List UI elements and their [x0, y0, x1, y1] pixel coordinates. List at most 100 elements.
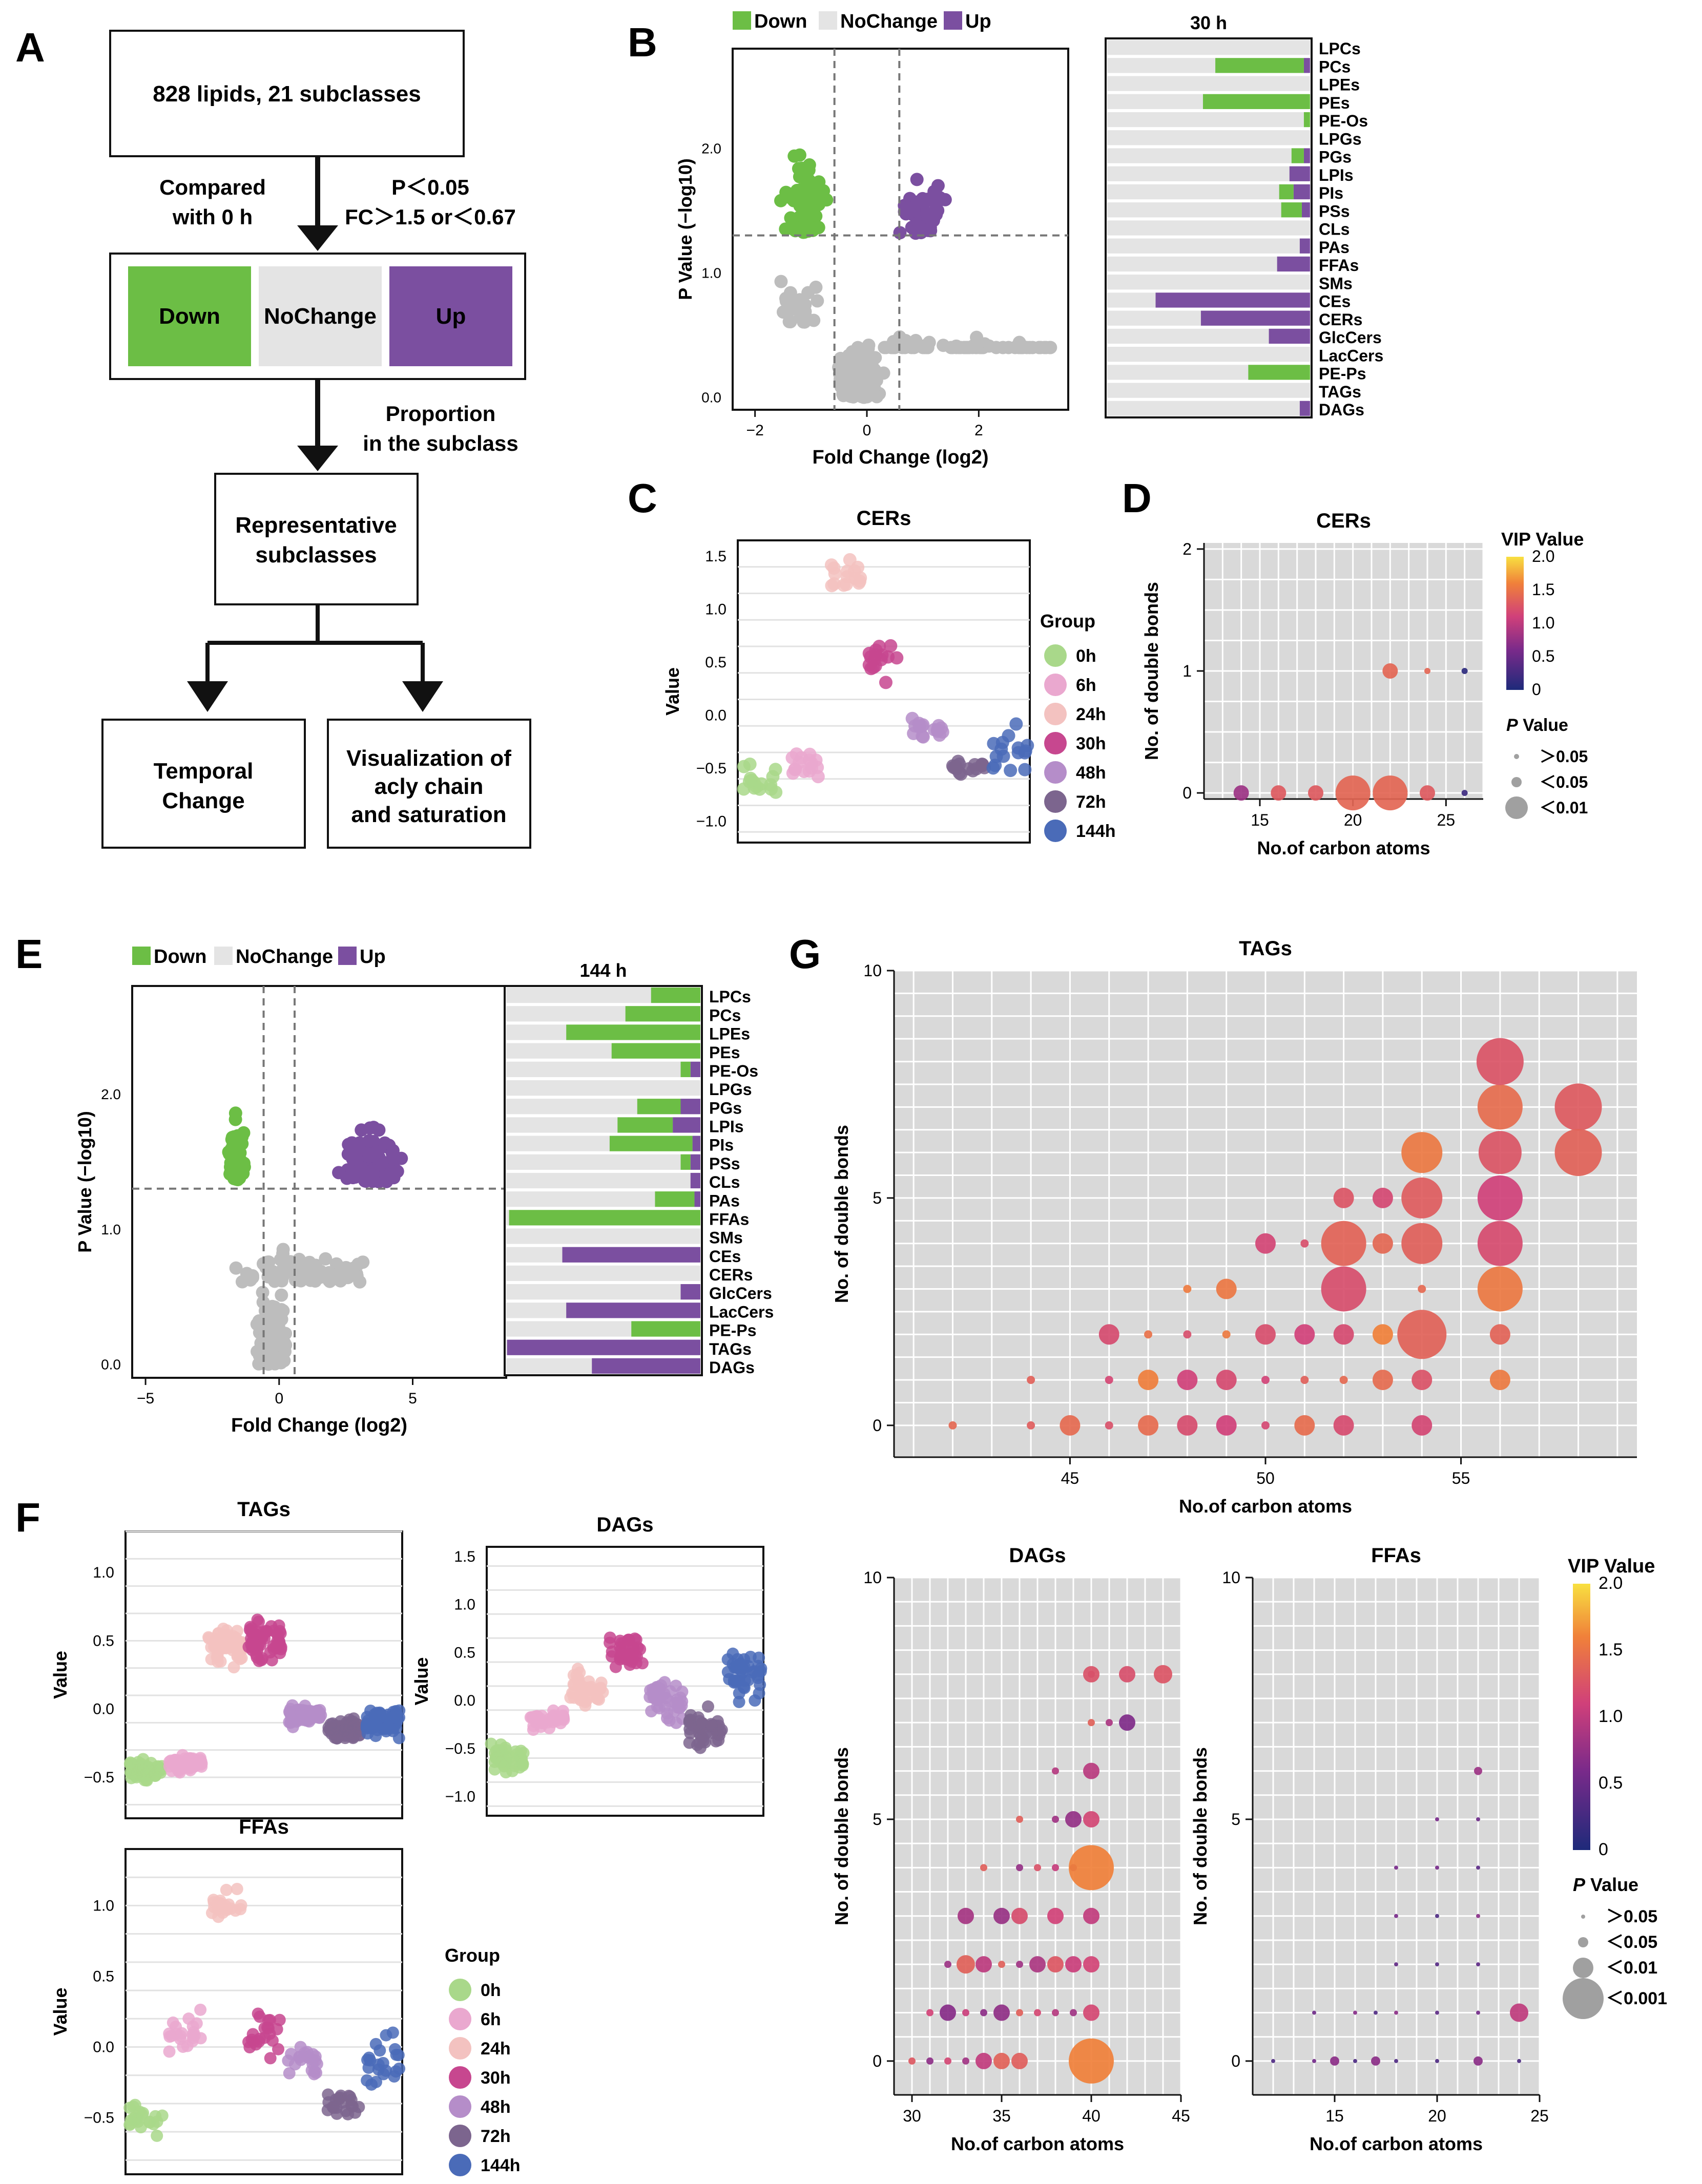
volcano-point [795, 191, 809, 205]
score-point [274, 1647, 286, 1660]
volcano-plot-b: −2 0 2 0.0 1.0 2.0 Fold Change (log2) P Value (… [675, 48, 1069, 468]
bubble-point [1016, 1864, 1023, 1872]
bar-label: FFAs [1319, 256, 1359, 275]
score-title: DAGs [596, 1514, 653, 1536]
vip-tick-label: 0 [1532, 680, 1541, 699]
bubble-point [1011, 1907, 1028, 1924]
score-point [733, 1687, 745, 1699]
score-point [604, 1636, 616, 1649]
flow-vis-box [327, 719, 531, 849]
y-axis-label: Value [411, 1657, 432, 1705]
legend-e-nochange: NoChange [236, 946, 333, 968]
bubble-point [1312, 2010, 1316, 2015]
volcano-point [865, 358, 879, 371]
volcano-point [924, 224, 938, 238]
group-legend-label: 24h [481, 2039, 511, 2059]
bar-label: SMs [709, 1229, 743, 1247]
p-legend-title-rest: Value [1585, 1874, 1638, 1895]
bar-label: PSs [1319, 202, 1350, 220]
volcano-point [227, 1137, 241, 1151]
y-axis-label: Value [662, 667, 683, 716]
score-point [908, 719, 922, 733]
bubble-point [1372, 1324, 1393, 1345]
bubble-point [1476, 1817, 1480, 1821]
score-point [132, 1763, 144, 1776]
volcano-point [787, 149, 801, 163]
flow-temporal-box [101, 719, 306, 849]
volcano-point [774, 275, 788, 288]
volcano-point [292, 1252, 306, 1266]
group-legend-c: Group 0h 6h 24h 30h 48h 72h 144h [1040, 611, 1116, 842]
bar-down [631, 1321, 700, 1337]
score-title: CERs [857, 507, 911, 530]
bar-bg [1107, 112, 1310, 128]
bubble-point [1177, 1415, 1198, 1436]
flow-arrowhead-3 [187, 681, 228, 712]
p-legend-label: ＞0.05 [1540, 747, 1588, 766]
bubble-point [1255, 1233, 1276, 1254]
bubble-point [1353, 2010, 1357, 2015]
vip-tick-label: 1.5 [1532, 580, 1554, 599]
bar-bg [1107, 275, 1310, 290]
bar-down [651, 988, 700, 1003]
score-point [694, 1741, 707, 1754]
bubble-point [1554, 1129, 1602, 1177]
volcano-point [344, 1146, 358, 1160]
bubble-point [962, 2057, 969, 2065]
bar-bg [506, 1154, 700, 1170]
bubble-point [1106, 1719, 1113, 1727]
bubble-point [1489, 1370, 1510, 1391]
bubble-point [1069, 2038, 1114, 2084]
y-axis-label: Value [50, 1987, 71, 2035]
bar-label: CERs [709, 1266, 753, 1284]
score-point [701, 1700, 714, 1713]
y-tick-label: 0.5 [705, 654, 727, 671]
bar-down [1279, 184, 1294, 200]
bubble-point [1052, 1767, 1059, 1775]
score-point [263, 2027, 276, 2040]
flow-arrowhead-2 [297, 446, 338, 471]
bubble-point [1335, 775, 1371, 811]
group-legend-dot [1044, 820, 1067, 842]
y-tick-label: −0.5 [84, 1769, 114, 1786]
bubble-point [1060, 1415, 1081, 1436]
bubble-point [926, 2057, 933, 2065]
bubble-point [1339, 1376, 1348, 1384]
score-point [733, 1695, 745, 1708]
legend-b-nochange-swatch [819, 11, 837, 30]
bubble-point [1016, 1961, 1023, 1968]
vip-tick-label: 2.0 [1599, 1573, 1623, 1593]
volcano-point [232, 1166, 246, 1180]
group-legend-dot [449, 2125, 471, 2147]
legend-b-up-swatch [944, 11, 962, 30]
bubble-point [1105, 1376, 1113, 1384]
score-point [670, 1716, 682, 1729]
score-point [488, 1747, 501, 1759]
volcano-point [961, 341, 974, 354]
x-tick-label: −2 [746, 422, 764, 439]
volcano-point [261, 1264, 275, 1278]
x-tick-label: 45 [1061, 1469, 1080, 1487]
bar-bg [1107, 401, 1310, 416]
score-point [847, 564, 861, 578]
volcano-point [784, 294, 798, 308]
x-tick-label: −5 [137, 1390, 154, 1407]
bar-down [637, 1099, 681, 1115]
bubble-point [1069, 1845, 1114, 1891]
volcano-point [1012, 335, 1026, 349]
score-point [748, 781, 761, 795]
bar-label: LPIs [709, 1118, 744, 1136]
score-point [234, 1652, 246, 1665]
bubble-point [1321, 1221, 1366, 1266]
x-tick-label: 5 [408, 1390, 417, 1407]
bar-label: DAGs [1319, 401, 1364, 419]
score-point [231, 1882, 243, 1895]
bar-down [1303, 112, 1310, 128]
volcano-point [812, 221, 825, 235]
volcano-point [274, 1253, 287, 1267]
p-legend-title-italic: P [1573, 1874, 1586, 1895]
score-point [392, 2049, 405, 2062]
score-point [347, 1721, 360, 1734]
